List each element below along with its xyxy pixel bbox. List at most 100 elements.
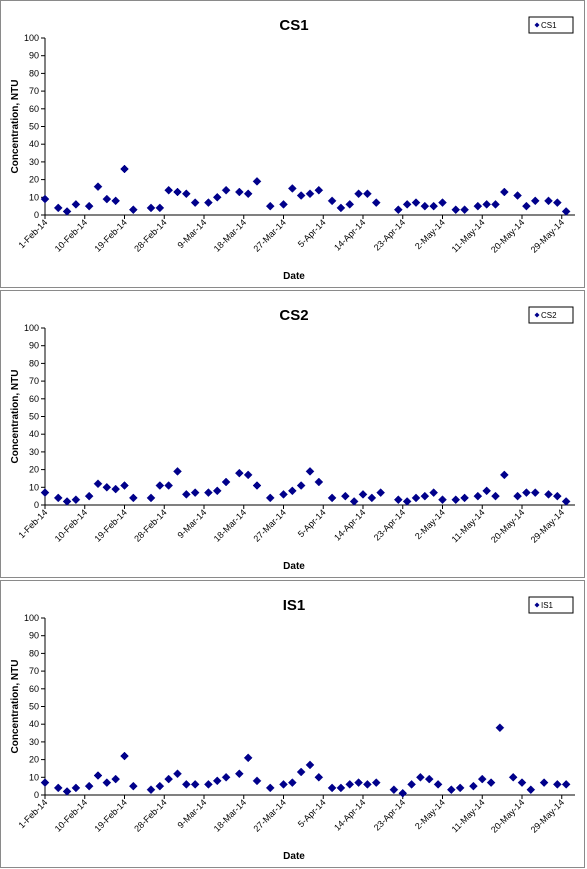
data-point xyxy=(62,207,72,216)
data-point xyxy=(265,493,275,503)
data-point xyxy=(287,486,297,496)
x-tick-label: 1-Feb-14 xyxy=(17,507,50,540)
data-point xyxy=(84,781,94,791)
data-point xyxy=(181,189,191,199)
data-point xyxy=(345,200,355,209)
data-point xyxy=(499,470,509,480)
x-tick-label: 18-Mar-14 xyxy=(212,217,248,253)
y-axis-label: Concentration, NTU xyxy=(10,370,21,464)
data-point xyxy=(53,203,63,213)
data-point xyxy=(204,488,213,497)
x-tick-label: 19-Feb-14 xyxy=(92,507,128,543)
x-tick-label: 14-Apr-14 xyxy=(332,797,367,832)
data-point xyxy=(530,488,540,497)
data-point xyxy=(354,189,363,199)
data-point xyxy=(102,778,112,787)
y-tick-label: 80 xyxy=(29,358,39,368)
data-point xyxy=(279,490,288,499)
data-point xyxy=(173,187,182,197)
x-tick-label: 10-Feb-14 xyxy=(53,797,89,833)
data-point xyxy=(84,201,94,211)
legend-marker xyxy=(534,312,540,318)
data-point xyxy=(376,488,386,497)
x-tick-label: 20-May-14 xyxy=(489,797,526,834)
legend: CS2 xyxy=(528,306,574,324)
data-point xyxy=(327,196,337,206)
data-point xyxy=(460,493,469,503)
data-point xyxy=(469,781,478,791)
x-tick-label: 28-Feb-14 xyxy=(132,797,168,833)
chart-cs1: CS1 0 10 20 30 40 50 60 70 80 90 100 1-Feb-14 10-Feb-… xyxy=(10,16,575,282)
x-tick-label: 28-Feb-14 xyxy=(132,217,168,253)
y-tick-label: 0 xyxy=(34,500,39,510)
data-point xyxy=(53,493,63,503)
data-point xyxy=(455,783,465,793)
y-tick-label: 70 xyxy=(29,666,39,676)
data-point xyxy=(552,198,562,207)
data-point xyxy=(486,778,496,787)
data-point xyxy=(363,189,372,199)
y-tick-label: 30 xyxy=(29,737,39,747)
data-point xyxy=(40,488,50,497)
data-point xyxy=(190,198,200,207)
data-point xyxy=(561,207,571,216)
data-point xyxy=(420,491,430,501)
data-point xyxy=(482,486,492,496)
data-point xyxy=(513,191,522,200)
legend-marker xyxy=(534,22,540,28)
y-tick-label: 80 xyxy=(29,68,39,78)
y-tick-label: 60 xyxy=(29,394,39,404)
data-point xyxy=(530,196,540,206)
data-point xyxy=(279,780,288,789)
data-point xyxy=(473,201,483,211)
y-tick-label: 60 xyxy=(29,684,39,694)
data-point xyxy=(491,200,500,209)
x-tick-label: 14-Apr-14 xyxy=(332,507,367,542)
data-point xyxy=(128,781,138,791)
data-point xyxy=(234,187,244,197)
x-tick-label: 9-Mar-14 xyxy=(176,217,209,250)
y-tick-label: 0 xyxy=(34,210,39,220)
x-tick-label: 2-May-14 xyxy=(413,217,447,251)
data-point xyxy=(371,778,381,787)
data-point xyxy=(62,787,72,796)
data-point xyxy=(155,781,165,791)
legend-label: IS1 xyxy=(541,601,554,610)
data-point xyxy=(393,205,403,215)
data-point xyxy=(102,482,112,492)
x-tick-label: 29-May-14 xyxy=(529,507,566,544)
y-tick-label: 90 xyxy=(29,341,39,351)
data-point xyxy=(221,772,231,782)
data-point xyxy=(128,205,138,215)
data-point xyxy=(389,785,399,795)
data-point xyxy=(243,753,253,763)
data-point xyxy=(181,780,191,789)
y-tick-label: 20 xyxy=(29,755,39,765)
y-tick-label: 0 xyxy=(34,790,39,800)
data-point xyxy=(164,774,174,784)
data-point xyxy=(544,490,553,499)
data-point xyxy=(314,772,324,782)
x-tick-label: 9-Mar-14 xyxy=(176,797,209,830)
data-point xyxy=(398,788,408,798)
data-point xyxy=(53,783,63,793)
data-point xyxy=(71,200,81,209)
data-point xyxy=(71,495,81,505)
data-point xyxy=(416,772,425,782)
data-point xyxy=(336,783,346,793)
chart-title: CS1 xyxy=(279,17,308,34)
data-point xyxy=(146,493,156,503)
data-point xyxy=(499,187,509,197)
chart-panel-cs1: CS1 0 10 20 30 40 50 60 70 80 90 100 1-Feb-14 10-Feb-… xyxy=(0,0,585,288)
legend-label: CS1 xyxy=(541,21,557,30)
data-point xyxy=(411,198,421,207)
data-point xyxy=(354,778,363,787)
data-point xyxy=(327,493,337,503)
data-point xyxy=(212,776,222,786)
data-point xyxy=(164,481,174,490)
x-tick-label: 19-Feb-14 xyxy=(92,217,128,253)
y-tick-label: 100 xyxy=(24,33,39,43)
data-point xyxy=(477,774,487,784)
data-point xyxy=(111,484,121,494)
data-point xyxy=(234,769,244,779)
